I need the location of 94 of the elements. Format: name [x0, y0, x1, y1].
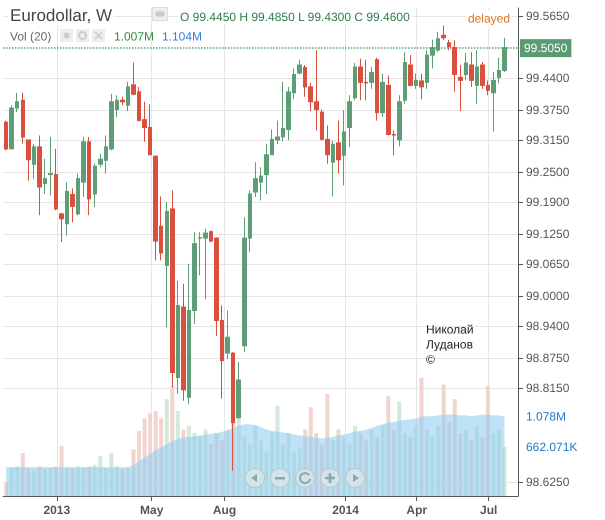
candlestick	[32, 143, 36, 180]
chart-subtitle: O 99.4450 H 99.4850 L 99.4300 C 99.4600	[180, 10, 410, 24]
y-tick-label: 99.0000	[526, 289, 570, 304]
x-tick-label: 2014	[332, 503, 360, 517]
bar	[380, 426, 385, 496]
x-tick-label: Apr	[406, 503, 428, 517]
y-tick-label: 99.2500	[526, 165, 570, 180]
candlestick	[126, 81, 130, 112]
candlestick	[21, 92, 25, 144]
bar	[414, 426, 418, 496]
candlestick	[452, 40, 457, 92]
candlestick	[380, 72, 385, 118]
bar	[170, 386, 174, 496]
candlestick	[441, 24, 446, 41]
annotation: 1.104M	[162, 30, 202, 44]
candlestick	[458, 64, 463, 112]
candlestick	[59, 212, 64, 243]
y-tick-label: 99.1900	[526, 194, 570, 209]
candlestick	[419, 72, 424, 100]
candlestick	[93, 163, 97, 208]
y-tick-label: 99.5650	[526, 8, 570, 23]
bar	[70, 468, 75, 496]
bar	[181, 429, 186, 496]
bar	[375, 436, 380, 496]
candlestick	[447, 39, 451, 51]
annotation: Николай Луданов ©	[426, 322, 477, 366]
y-tick-label: 99.0650	[526, 256, 570, 271]
candlestick	[331, 140, 335, 197]
bar	[236, 418, 241, 496]
annotation: delayed	[468, 12, 510, 26]
candlestick	[397, 94, 402, 147]
candlestick	[353, 62, 357, 101]
ref-line-label: 99.5050	[524, 41, 568, 56]
candlestick	[70, 188, 75, 223]
y-tick-label: 98.8150	[526, 380, 570, 395]
candlestick	[475, 50, 479, 104]
y-tick-label: 99.3750	[526, 103, 570, 118]
bar	[4, 482, 8, 496]
y-tick-label: 99.3150	[526, 132, 570, 147]
bar	[32, 469, 36, 496]
y-tick-label: 99.4400	[526, 70, 570, 85]
bar	[474, 426, 479, 496]
candlestick	[375, 57, 379, 122]
annotation: Vol (20)	[10, 30, 52, 44]
candlestick	[4, 120, 8, 151]
candlestick	[48, 136, 53, 196]
candlestick	[37, 134, 42, 216]
candlestick	[54, 148, 58, 211]
candlestick	[26, 138, 31, 182]
candlestick	[120, 96, 125, 106]
bar	[370, 429, 374, 496]
bar	[419, 378, 424, 496]
bar	[120, 469, 124, 496]
bar	[469, 440, 474, 496]
bar	[65, 468, 70, 496]
candlestick	[165, 201, 169, 328]
candlestick	[414, 72, 418, 90]
x-tick-label: May	[140, 503, 164, 517]
x-tick-label: Aug	[212, 503, 236, 517]
annotation: 1.007M	[114, 30, 154, 44]
chart-title: Eurodollar, W	[10, 6, 112, 25]
bar	[37, 466, 42, 496]
x-tick-label: 2013	[43, 503, 70, 517]
y-tick-label: 98.9400	[526, 318, 570, 333]
candlestick	[469, 52, 474, 88]
y2-tick-label: 662.071K	[526, 440, 578, 454]
candlestick	[176, 280, 180, 394]
candlestick	[408, 54, 413, 87]
candlestick	[369, 66, 374, 90]
bar	[464, 429, 468, 496]
candlestick	[181, 283, 186, 402]
bar	[87, 466, 92, 496]
candlestick	[464, 52, 468, 81]
bar	[176, 410, 180, 496]
candlestick	[336, 120, 341, 174]
candlestick	[225, 310, 230, 360]
candlestick	[87, 136, 91, 216]
candlestick	[347, 94, 352, 148]
bar	[164, 399, 169, 496]
candlestick	[342, 110, 346, 186]
bar	[126, 468, 130, 496]
y-tick-label: 98.8750	[526, 351, 570, 366]
x-tick-label: Jul	[480, 503, 498, 517]
candlestick	[43, 158, 47, 194]
candlestick	[65, 182, 69, 236]
candlestick	[491, 71, 496, 132]
bar	[408, 436, 412, 496]
candlestick	[297, 59, 302, 75]
y2-tick-label: 1.078M	[526, 409, 566, 424]
y-tick-label: 98.6250	[526, 475, 570, 490]
candlestick	[403, 52, 407, 104]
y-tick-label: 99.1250	[526, 227, 570, 242]
bar	[458, 433, 462, 496]
bar	[226, 429, 230, 496]
